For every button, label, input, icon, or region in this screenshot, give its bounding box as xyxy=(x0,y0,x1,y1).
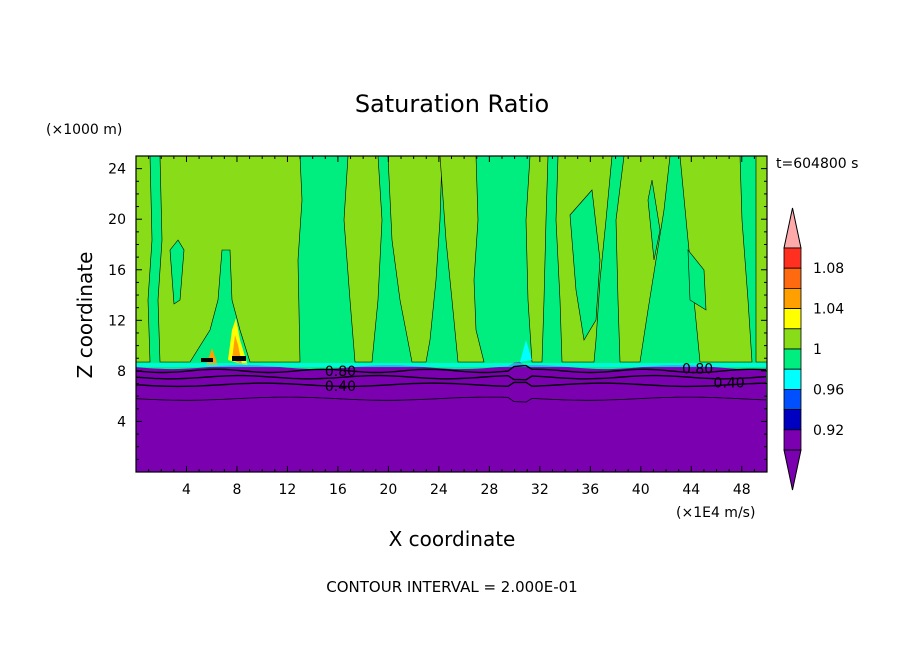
dry-pocket xyxy=(687,249,707,311)
contour-interval-note: CONTOUR INTERVAL = 2.000E-01 xyxy=(326,578,577,596)
contour-line xyxy=(136,374,767,381)
dry-pocket xyxy=(569,189,601,341)
colorbar-band xyxy=(783,348,802,370)
moist-column xyxy=(755,156,767,363)
y-tick-label: 16 xyxy=(108,263,126,279)
contour-labels: 0.800.400.800.40 xyxy=(325,361,745,395)
contour-line xyxy=(136,396,767,403)
colorbar-band xyxy=(783,308,802,330)
colorbar: 1.08 1.04 1 0.96 0.92 xyxy=(783,207,844,491)
colorbar-bottom-arrow xyxy=(783,449,802,491)
moist-column xyxy=(525,156,549,363)
contour-label: 0.40 xyxy=(714,375,745,391)
x-tick-label: 8 xyxy=(232,482,241,498)
colorbar-band xyxy=(783,247,802,269)
dry-pocket xyxy=(169,239,185,305)
y-tick-label: 4 xyxy=(117,414,126,430)
contour-marker xyxy=(201,358,213,362)
y-tick-label: 20 xyxy=(108,212,126,228)
y-unit-label: (×1000 m) xyxy=(46,122,122,138)
x-tick-label: 36 xyxy=(581,482,599,498)
colorbar-label: 1.08 xyxy=(813,261,844,277)
moist-column xyxy=(343,156,383,363)
contour-line xyxy=(136,381,767,388)
moist-column xyxy=(387,156,443,363)
y-axis: 4 8 12 16 20 24 xyxy=(108,162,767,460)
colorbar-band xyxy=(783,388,802,410)
x-tick-label: 40 xyxy=(632,482,650,498)
colorbar-band xyxy=(783,328,802,350)
cyan-spot xyxy=(520,340,532,362)
x-tick-label: 4 xyxy=(182,482,191,498)
contour-marker xyxy=(232,356,246,361)
x-tick-label: 12 xyxy=(279,482,297,498)
moist-column xyxy=(136,156,153,363)
colorbar-band xyxy=(783,267,802,289)
time-label: t=604800 s xyxy=(776,156,858,172)
x-axis: 4 8 12 16 20 24 28 32 36 40 44 48 xyxy=(148,156,755,498)
x-tick-label: 48 xyxy=(733,482,751,498)
y-tick-label: 8 xyxy=(117,364,126,380)
colorbar-band xyxy=(783,287,802,309)
y-tick-label: 24 xyxy=(108,162,126,178)
x-tick-label: 24 xyxy=(430,482,448,498)
x-axis-label: X coordinate xyxy=(389,527,516,551)
contour-label: 0.40 xyxy=(325,379,356,395)
colorbar-label: 1.04 xyxy=(813,302,844,318)
x-tick-label: 44 xyxy=(682,482,700,498)
lower-dry-layer xyxy=(136,362,767,472)
colorbar-label: 1 xyxy=(813,342,822,358)
chart-title: Saturation Ratio xyxy=(355,90,549,118)
colorbar-band xyxy=(783,368,802,390)
contour-label: 0.80 xyxy=(325,364,356,380)
x-tick-label: 20 xyxy=(379,482,397,498)
x-unit-label: (×1E4 m/s) xyxy=(676,505,755,521)
plot-area xyxy=(136,156,767,472)
y-axis-label: Z coordinate xyxy=(73,252,97,379)
x-tick-label: 32 xyxy=(531,482,549,498)
colorbar-band xyxy=(783,409,802,431)
colorbar-top-arrow xyxy=(783,207,802,249)
transition-band xyxy=(136,363,767,368)
colorbar-label: 0.92 xyxy=(813,423,844,439)
x-tick-label: 28 xyxy=(480,482,498,498)
colorbar-label: 0.96 xyxy=(813,382,844,398)
colorbar-band xyxy=(783,429,802,451)
contour-label: 0.80 xyxy=(682,361,713,377)
moist-column xyxy=(157,156,303,363)
moist-column xyxy=(439,156,485,363)
dry-pocket xyxy=(647,179,661,261)
y-tick-label: 12 xyxy=(108,313,126,329)
x-tick-label: 16 xyxy=(329,482,347,498)
contour-line xyxy=(136,364,767,374)
